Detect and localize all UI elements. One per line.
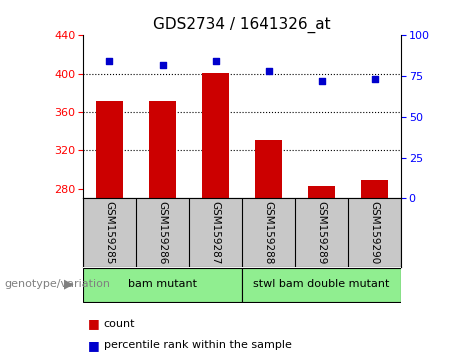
Bar [308, 186, 335, 198]
Text: percentile rank within the sample: percentile rank within the sample [104, 340, 292, 350]
Point [318, 78, 325, 84]
Text: count: count [104, 319, 135, 329]
Point [371, 76, 378, 82]
FancyBboxPatch shape [242, 268, 401, 302]
Text: bam mutant: bam mutant [128, 279, 197, 289]
Text: GSM159290: GSM159290 [370, 201, 379, 264]
Point [265, 68, 272, 74]
Text: GSM159287: GSM159287 [211, 201, 220, 264]
Text: GSM159288: GSM159288 [264, 201, 273, 264]
Point [212, 59, 219, 64]
Title: GDS2734 / 1641326_at: GDS2734 / 1641326_at [153, 16, 331, 33]
Text: ■: ■ [88, 339, 99, 352]
Text: GSM159286: GSM159286 [158, 201, 167, 264]
Text: GSM159289: GSM159289 [317, 201, 326, 264]
Bar [149, 101, 176, 198]
Bar [202, 73, 229, 198]
Text: genotype/variation: genotype/variation [5, 279, 111, 289]
Point [159, 62, 166, 68]
Text: ▶: ▶ [65, 278, 74, 291]
Text: GSM159285: GSM159285 [105, 201, 114, 264]
FancyBboxPatch shape [83, 268, 242, 302]
Point [106, 59, 113, 64]
Bar [361, 180, 388, 198]
Bar [255, 140, 282, 198]
Text: ■: ■ [88, 318, 99, 330]
Bar [96, 101, 123, 198]
Text: stwl bam double mutant: stwl bam double mutant [254, 279, 390, 289]
